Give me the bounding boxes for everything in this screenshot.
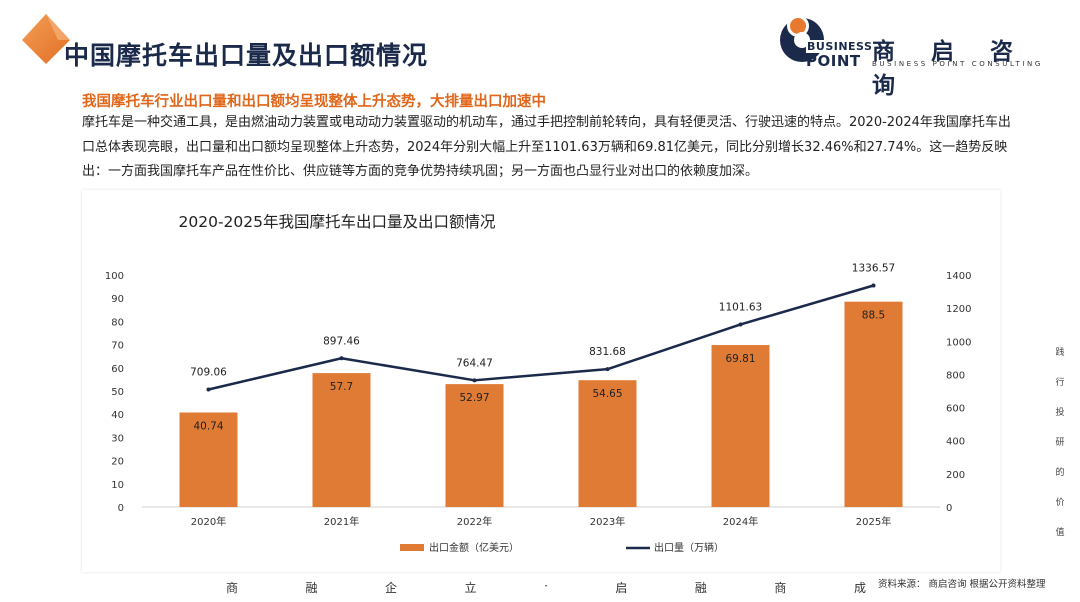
line-point bbox=[605, 367, 610, 372]
bar bbox=[179, 412, 238, 507]
x-tick-label: 2025年 bbox=[856, 515, 891, 528]
side-char: 的 bbox=[1055, 468, 1065, 478]
y-left-tick-label: 100 bbox=[105, 271, 124, 282]
y-left-tick-label: 0 bbox=[118, 503, 124, 514]
slogan-char: 启 bbox=[615, 581, 628, 595]
y-right-tick-label: 1200 bbox=[946, 304, 971, 315]
line-series bbox=[208, 284, 874, 391]
slogan-char: 商 bbox=[774, 581, 787, 595]
y-right-tick-label: 800 bbox=[946, 370, 965, 381]
y-right-tick-label: 400 bbox=[946, 437, 965, 448]
y-left-tick-label: 60 bbox=[111, 364, 124, 375]
footer-slogan: 商 融 企 立 · 启 融 商 成 bbox=[226, 579, 866, 596]
line-data-label: 831.68 bbox=[589, 346, 626, 358]
side-vertical-text: 践 行 投 研 的 价 值 bbox=[1054, 338, 1066, 548]
bar bbox=[711, 345, 770, 507]
y-left-tick-label: 30 bbox=[111, 433, 124, 444]
y-left-tick-label: 40 bbox=[111, 410, 124, 421]
x-tick-label: 2024年 bbox=[723, 515, 758, 528]
slogan-char: 商 bbox=[226, 581, 239, 595]
page-title: 中国摩托车出口量及出口额情况 bbox=[64, 41, 429, 70]
data-source-note: 资料来源： 商启咨询 根据公开资料整理 bbox=[878, 579, 1046, 590]
slogan-char: 成 bbox=[853, 581, 866, 595]
side-char: 投 bbox=[1055, 408, 1065, 418]
y-left-tick-label: 90 bbox=[111, 294, 124, 305]
logo-name-en: BUSINESS POINT CONSULTING bbox=[872, 60, 1043, 68]
side-char: 践 bbox=[1055, 348, 1065, 358]
corner-decoration bbox=[22, 14, 70, 64]
logo-mark-line2: POINT bbox=[806, 52, 861, 70]
legend-bar-swatch bbox=[400, 544, 424, 551]
y-left-tick-label: 50 bbox=[111, 387, 124, 398]
bar bbox=[844, 301, 903, 507]
x-tick-label: 2022年 bbox=[457, 515, 492, 528]
slogan-char: 企 bbox=[385, 581, 398, 595]
y-left-tick-label: 20 bbox=[111, 457, 124, 468]
bar-data-label: 54.65 bbox=[592, 388, 622, 400]
bar-data-label: 69.81 bbox=[725, 353, 755, 365]
bar-data-label: 88.5 bbox=[862, 310, 885, 322]
line-data-label: 1101.63 bbox=[719, 301, 762, 313]
line-data-label: 1336.57 bbox=[852, 263, 895, 275]
line-point bbox=[472, 378, 477, 383]
slogan-char: 融 bbox=[305, 581, 318, 595]
side-char: 行 bbox=[1055, 378, 1065, 388]
y-right-tick-label: 1400 bbox=[946, 271, 971, 282]
x-tick-label: 2020年 bbox=[191, 515, 226, 528]
y-left-tick-label: 70 bbox=[111, 341, 124, 352]
summary-paragraph: 摩托车是一种交通工具，是由燃油动力装置或电动动力装置驱动的机动车，通过手把控制前… bbox=[82, 115, 1011, 179]
logo-mark-line1: BUSINESS bbox=[806, 40, 874, 53]
line-data-label: 897.46 bbox=[323, 335, 360, 347]
y-right-tick-label: 1000 bbox=[946, 337, 971, 348]
side-char: 价 bbox=[1055, 498, 1065, 508]
legend-line-label: 出口量（万辆） bbox=[654, 541, 724, 554]
side-char: 研 bbox=[1055, 438, 1065, 448]
line-point bbox=[738, 322, 743, 327]
chart-title: 2020-2025年我国摩托车出口量及出口额情况 bbox=[179, 213, 496, 231]
section-subtitle: 我国摩托车行业出口量和出口额均呈现整体上升态势，大排量出口加速中 bbox=[82, 94, 546, 110]
bar bbox=[578, 380, 637, 507]
chart-panel: 2020-2025年我国摩托车出口量及出口额情况 0 10 20 30 40 50 60 70… bbox=[82, 190, 1000, 572]
slogan-char: 立 bbox=[464, 581, 477, 595]
slogan-char: · bbox=[544, 579, 548, 593]
side-char: 值 bbox=[1055, 528, 1065, 538]
y-right-tick-label: 0 bbox=[946, 503, 952, 514]
bar-data-label: 52.97 bbox=[459, 392, 489, 404]
y-left-tick-label: 80 bbox=[111, 317, 124, 328]
slogan-char: 融 bbox=[694, 581, 707, 595]
combo-chart: 2020-2025年我国摩托车出口量及出口额情况 0 10 20 30 40 50 60 70… bbox=[105, 213, 972, 554]
x-tick-label: 2023年 bbox=[590, 515, 625, 528]
x-tick-label: 2021年 bbox=[324, 515, 359, 528]
bar-data-label: 57.7 bbox=[330, 381, 353, 393]
legend-bar-label: 出口金额（亿美元） bbox=[429, 541, 519, 554]
bar bbox=[312, 373, 371, 507]
line-data-label: 709.06 bbox=[190, 366, 227, 378]
line-data-label: 764.47 bbox=[456, 357, 493, 369]
company-logo: BUSINESS POINT 商 启 咨 询 BUSINESS POINT CO… bbox=[780, 14, 1070, 99]
y-right-tick-label: 600 bbox=[946, 404, 965, 415]
line-point bbox=[339, 356, 344, 361]
y-right-tick-label: 200 bbox=[946, 470, 965, 481]
bar bbox=[445, 384, 504, 507]
y-left-tick-label: 10 bbox=[111, 480, 124, 491]
bar-data-label: 40.74 bbox=[193, 420, 223, 432]
line-point bbox=[206, 387, 211, 392]
line-point bbox=[871, 283, 876, 288]
logo-name-cn: 商 启 咨 询 bbox=[872, 39, 1028, 99]
